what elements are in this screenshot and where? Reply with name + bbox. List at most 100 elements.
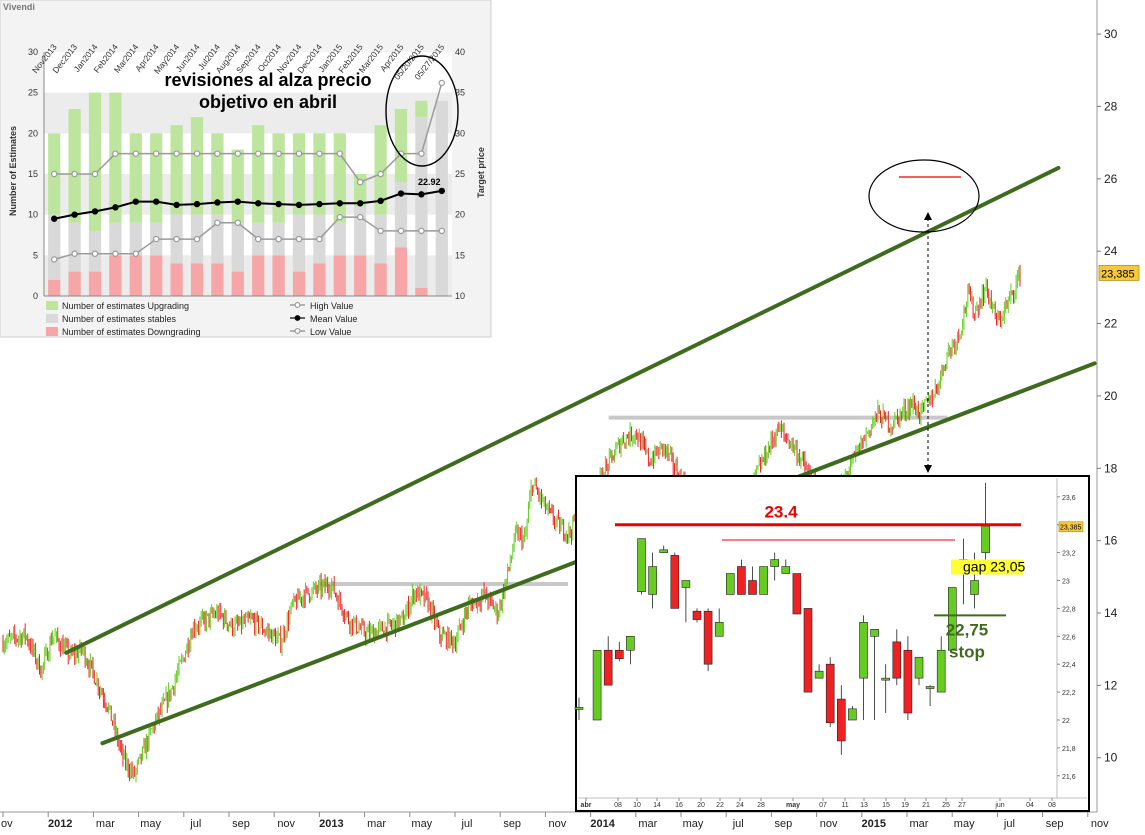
stop-label: stop	[949, 642, 985, 661]
legend-marker	[294, 328, 301, 334]
main-x-tick-label: jul	[189, 818, 201, 830]
estimates-y-tick: 0	[33, 291, 38, 301]
main-y-tick-label: 12	[1104, 678, 1118, 692]
inset-candle-body	[925, 686, 935, 689]
estimates-bar	[435, 100, 448, 296]
inset-x-tick-label: 22	[716, 802, 724, 809]
main-last-price-tag: 23,385	[1098, 265, 1140, 281]
estimates-y-tick: 20	[28, 128, 38, 138]
estimates-bar	[170, 125, 183, 215]
estimates-y-tick-right: 25	[455, 169, 465, 179]
main-y-tick-label: 22	[1104, 317, 1118, 331]
estimates-axes: 0 5 10 15 20 25 30 10 15 20 25 30 35 40	[28, 47, 465, 301]
target-point	[357, 200, 364, 207]
legend-label: Mean Value	[310, 314, 357, 324]
estimates-bar	[292, 271, 306, 296]
svg-text:23,385: 23,385	[1101, 268, 1135, 280]
inset-x-tick-label: 16	[675, 802, 683, 809]
main-candles	[2, 264, 1021, 783]
target-point	[51, 256, 58, 263]
annotation-circle	[385, 55, 459, 167]
legend-marker	[294, 315, 301, 321]
main-x-tick-label: sep	[232, 818, 250, 830]
target-point	[377, 227, 384, 235]
estimates-y-tick: 10	[28, 210, 38, 220]
estimates-y-tick: 15	[28, 169, 38, 179]
estimates-bar	[333, 222, 346, 256]
inset-candle-body	[848, 708, 857, 721]
inset-candle-body	[825, 663, 835, 724]
target-point	[173, 150, 180, 157]
inset-daily-chart: 23,623,423,22322,822,622,422,22221,821,6…	[574, 475, 1090, 812]
gap-highlight	[951, 559, 1023, 575]
target-point	[173, 201, 180, 209]
main-y-tick-label: 30	[1104, 27, 1118, 41]
inset-candle-body	[859, 622, 868, 679]
inset-candles	[574, 482, 990, 755]
legend-swatch	[46, 314, 58, 323]
estimates-legend: Number of estimates Upgrading Number of e…	[46, 301, 357, 337]
main-x-axis: ov 2012 mar may jul sep nov 2013 mar may jul sep nov…	[1, 812, 1109, 830]
estimates-bar	[129, 222, 142, 256]
main-resistance-lines	[319, 415, 948, 587]
inset-candle-body	[737, 566, 746, 595]
estimates-y-tick-right: 10	[455, 291, 465, 301]
target-point	[132, 150, 139, 157]
target-point	[357, 178, 364, 186]
inset-y-tick-label: 22,4	[1062, 662, 1076, 669]
estimates-bar	[170, 263, 183, 296]
inset-x-tick-label: 24	[736, 802, 744, 809]
estimates-y-tick: 5	[33, 250, 38, 260]
estimates-bar	[211, 263, 224, 296]
estimates-y-tick-right: 40	[455, 47, 465, 57]
inset-candle-body	[659, 549, 669, 553]
zoom-arrow-head-top	[924, 212, 932, 220]
inset-x-tick-label: 25	[942, 802, 950, 809]
estimates-y-tick-right: 15	[455, 250, 465, 260]
estimates-bar	[354, 255, 367, 296]
target-point	[316, 235, 323, 243]
target-point	[91, 170, 99, 178]
channel-line-upper	[64, 165, 1061, 655]
stop-value-label: 22,75	[946, 620, 989, 639]
inset-candle-body	[574, 707, 584, 710]
estimates-bar	[68, 222, 81, 272]
target-point	[438, 187, 445, 195]
inset-y-tick-label: 23	[1062, 579, 1070, 586]
inset-x-tick-label: 10	[633, 802, 641, 809]
inset-candle-body	[648, 566, 657, 595]
mean-last-label: 22.92	[418, 177, 441, 187]
main-x-tick-label: nov	[1091, 818, 1109, 830]
inset-candle-body	[803, 608, 813, 693]
inset-x-tick-label: 27	[958, 802, 966, 809]
target-point	[234, 198, 241, 205]
main-y-tick-label: 18	[1104, 461, 1118, 475]
target-point	[112, 204, 119, 211]
estimates-y-tick: 25	[28, 88, 38, 98]
target-point	[173, 235, 180, 243]
inset-y-tick-label: 22,8	[1062, 606, 1076, 613]
target-point	[336, 213, 343, 221]
estimates-bar	[88, 271, 102, 296]
recent-range-circle	[868, 159, 980, 233]
estimates-bar	[252, 125, 265, 223]
estimates-bar	[231, 271, 244, 296]
legend-swatch	[46, 301, 58, 310]
estimates-bar	[68, 271, 81, 296]
inset-candle-body	[714, 622, 724, 637]
target-point	[377, 170, 384, 178]
main-y-tick-label: 16	[1104, 534, 1118, 548]
target-point	[397, 227, 405, 235]
target-point	[152, 150, 160, 157]
main-x-tick-label: mar	[367, 818, 386, 830]
estimates-bar	[150, 133, 163, 223]
resistance-label: 23.4	[764, 503, 798, 522]
inset-candle-body	[892, 641, 902, 679]
estimates-bar	[211, 214, 224, 264]
inset-x-tick-label: jun	[994, 802, 1004, 809]
main-x-tick-label: may	[683, 818, 704, 830]
inset-y-tick-label: 21,6	[1062, 774, 1076, 781]
